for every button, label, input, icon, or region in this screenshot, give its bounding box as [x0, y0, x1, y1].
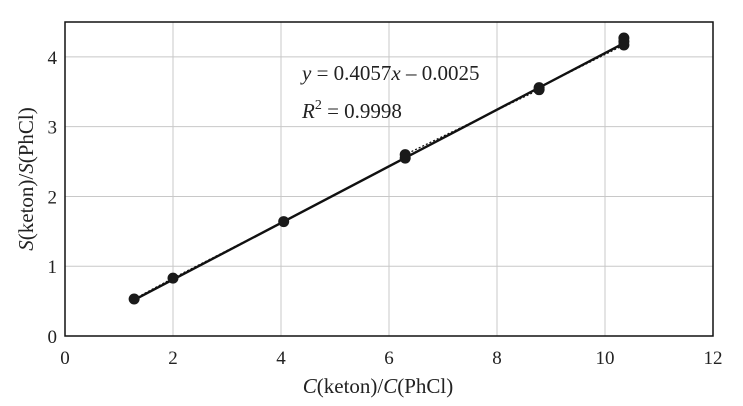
x-axis-label-c1: C [303, 374, 318, 398]
x-tick-label: 2 [168, 348, 178, 369]
x-tick-label: 0 [60, 348, 70, 369]
equation-x-symbol: x [390, 61, 401, 85]
data-point [167, 272, 179, 284]
x-axis-label-part2: (PhCl) [397, 374, 453, 398]
y-tick-label: 3 [48, 118, 58, 139]
data-point [128, 293, 140, 305]
data-point [618, 32, 630, 44]
r-symbol: R [301, 99, 315, 123]
y-tick-label: 4 [48, 48, 58, 69]
grid-lines [64, 22, 714, 337]
y-tick-label: 0 [48, 327, 58, 348]
data-point [399, 149, 411, 161]
r-squared-label: R2 = 0.9998 [301, 98, 402, 123]
y-axis-label-s2: S [14, 163, 38, 174]
x-axis-label-c2: C [383, 374, 398, 398]
y-axis-label-part2: (PhCl) [14, 107, 38, 163]
data-point [278, 216, 290, 228]
r-squared-value: = 0.9998 [322, 99, 402, 123]
equation-y-symbol: y [300, 61, 312, 85]
y-axis-label: S(keton)/S(PhCl) [14, 107, 38, 251]
r-superscript: 2 [315, 98, 322, 113]
y-tick-label: 1 [48, 257, 58, 278]
x-axis-label-part1: (keton)/ [317, 374, 384, 398]
x-tick-label: 12 [704, 348, 723, 369]
x-tick-labels: 0 2 4 6 8 10 12 [60, 348, 722, 369]
y-tick-labels: 0 1 2 3 4 [48, 48, 58, 348]
y-tick-label: 2 [48, 187, 58, 208]
x-tick-label: 4 [276, 348, 286, 369]
x-tick-label: 8 [492, 348, 502, 369]
x-tick-label: 6 [384, 348, 394, 369]
trendline-equation: y = 0.4057x – 0.0025 [300, 61, 480, 85]
y-axis-label-part1: (keton)/ [14, 174, 38, 241]
plot-frame [64, 21, 714, 337]
data-points [128, 32, 630, 305]
x-tick-label: 10 [596, 348, 615, 369]
equation-coefficient: = 0.4057 [311, 61, 391, 85]
equation-intercept: – 0.0025 [401, 61, 480, 85]
x-axis-label: C(keton)/C(PhCl) [303, 374, 454, 398]
data-point [533, 82, 545, 94]
y-axis-label-s1: S [14, 240, 38, 251]
